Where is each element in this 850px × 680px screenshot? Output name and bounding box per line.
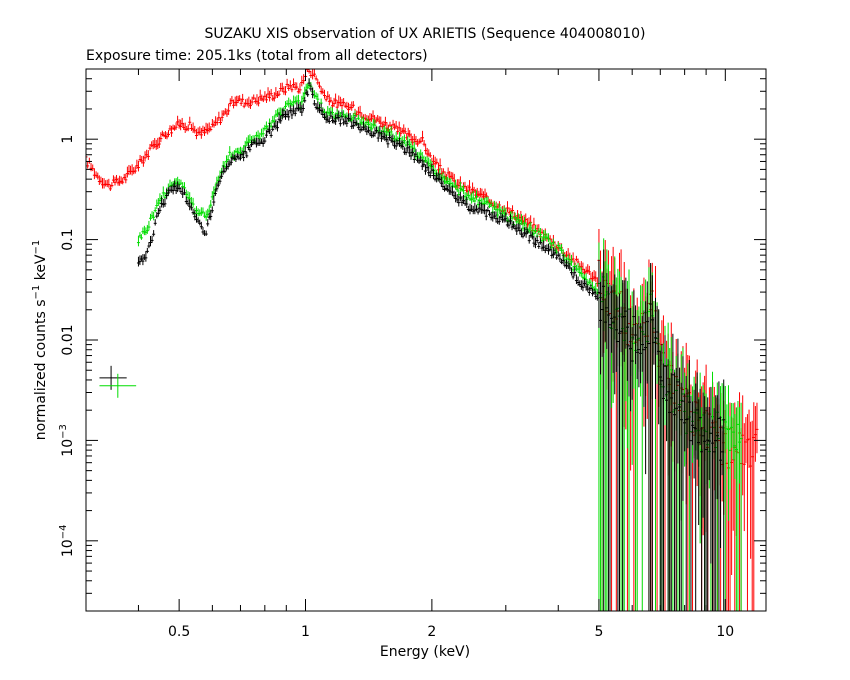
y-tick-label: 10−4 <box>58 525 76 558</box>
legend-markers <box>99 365 137 398</box>
x-tick-label: 1 <box>301 624 310 640</box>
x-axis: 0.5 1 2 5 10 <box>85 69 734 640</box>
y-axis-label-mid: keV <box>33 254 49 285</box>
y-axis-label-main: normalized counts s <box>33 299 49 440</box>
y-axis-label-sup1: −1 <box>31 285 42 300</box>
y-tick-label: 10−3 <box>58 424 76 457</box>
x-tick-label: 5 <box>594 624 603 640</box>
chart-title: SUZAKU XIS observation of UX ARIETIS (Se… <box>205 26 646 42</box>
y-axis-label-sup2: −1 <box>31 240 42 255</box>
x-tick-label: 2 <box>427 624 436 640</box>
y-tick-label: 0.01 <box>60 324 76 355</box>
y-axis: 1 0.1 0.01 10−3 10−4 <box>58 68 766 612</box>
plot-area <box>86 69 759 611</box>
x-tick-label: 0.5 <box>168 624 190 640</box>
series-2 <box>136 78 726 611</box>
y-tick-label: 1 <box>60 135 76 144</box>
y-axis-label: normalized counts s−1 keV−1 <box>31 240 49 441</box>
chart-subtitle: Exposure time: 205.1ks (total from all d… <box>86 48 428 64</box>
x-tick-label: 10 <box>716 624 734 640</box>
y-tick-label: 0.1 <box>60 228 76 250</box>
x-axis-label: Energy (keV) <box>380 644 470 660</box>
series-layer <box>86 69 759 611</box>
